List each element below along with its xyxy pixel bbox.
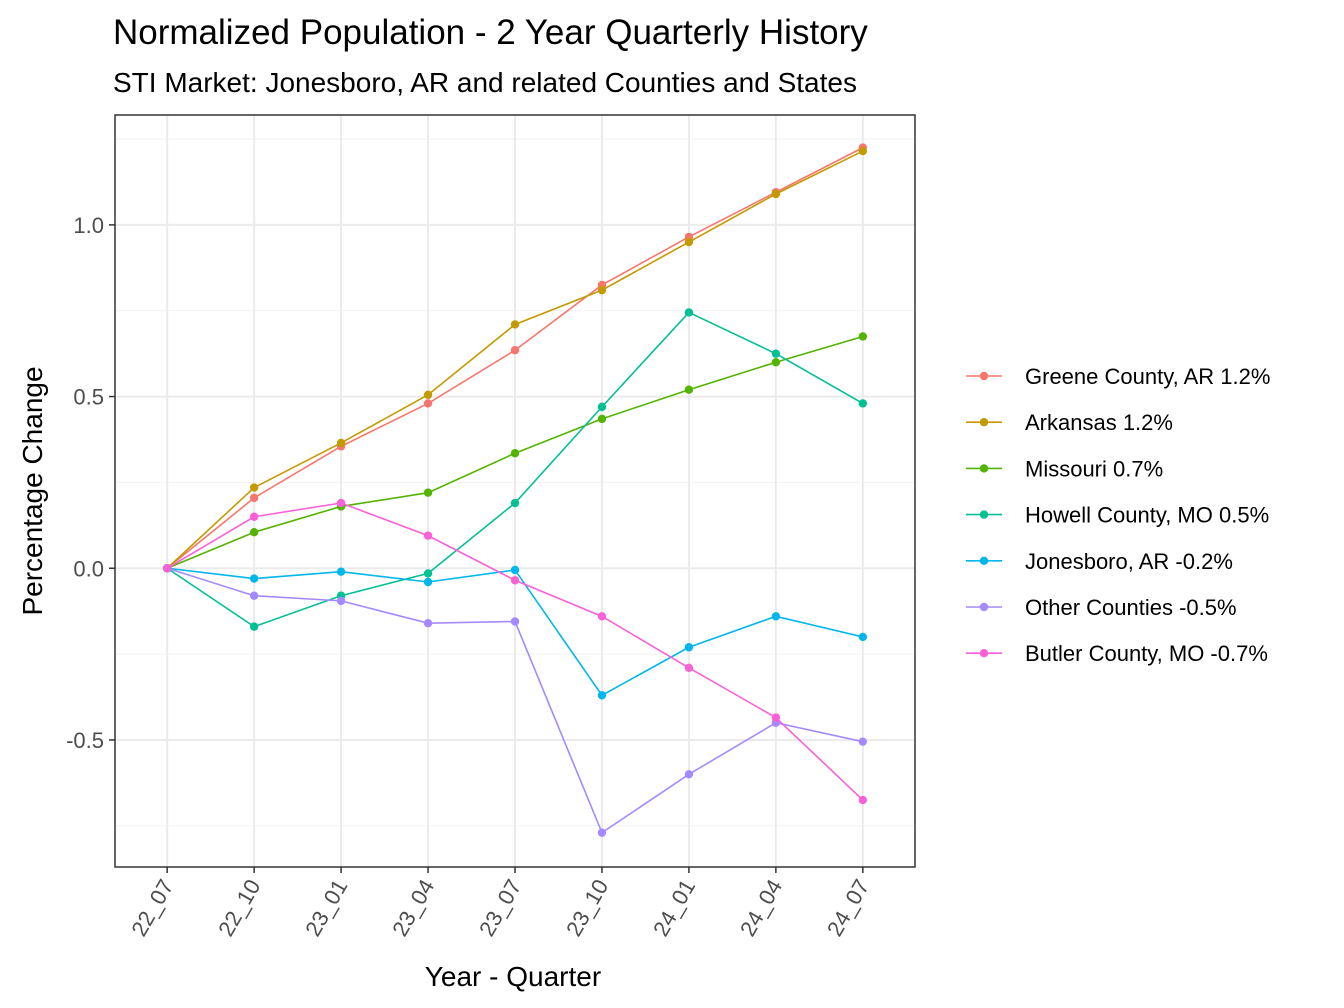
data-point	[249, 591, 259, 600]
data-point	[684, 770, 694, 779]
x-tick-label: 23_04	[387, 875, 439, 940]
data-point	[162, 564, 172, 573]
y-axis-title: Percentage Change	[17, 366, 48, 615]
data-point	[423, 399, 433, 408]
chart-title: Normalized Population - 2 Year Quarterly…	[113, 13, 868, 52]
data-point	[858, 795, 868, 805]
data-point	[510, 320, 520, 329]
data-point	[597, 402, 607, 412]
legend-item: Jonesboro, AR -0.2%	[966, 549, 1233, 574]
data-point	[423, 569, 433, 578]
legend-key-point	[979, 418, 989, 427]
data-point	[684, 308, 694, 317]
x-axis: 22_07 22_10 23_01 23_04 23_07 23_10 24_01 24_04…	[126, 867, 874, 940]
plot-panel	[114, 114, 916, 868]
data-point	[423, 531, 433, 540]
data-point	[249, 622, 259, 631]
data-point	[684, 385, 694, 394]
legend-label: Greene County, AR 1.2%	[1025, 364, 1270, 389]
y-tick-label: 1.0	[73, 213, 104, 238]
data-point	[858, 737, 868, 746]
data-point	[249, 483, 259, 492]
data-point	[423, 619, 433, 628]
data-point	[336, 567, 346, 576]
y-tick-label: 0.5	[73, 385, 104, 410]
x-tick-label: 23_10	[561, 875, 613, 940]
legend-item: Missouri 0.7%	[966, 456, 1163, 481]
legend-label: Jonesboro, AR -0.2%	[1025, 549, 1233, 574]
legend-item: Arkansas 1.2%	[966, 410, 1173, 435]
x-tick-label: 24_07	[822, 875, 874, 940]
x-tick-label: 24_01	[648, 875, 700, 940]
data-point	[771, 713, 781, 722]
data-point	[771, 358, 781, 367]
data-point	[423, 577, 433, 587]
legend-key-point	[979, 464, 989, 473]
legend-key-point	[979, 556, 989, 565]
data-point	[510, 449, 520, 458]
data-point	[423, 488, 433, 497]
data-point	[597, 285, 607, 295]
data-point	[858, 399, 868, 408]
data-point	[510, 346, 520, 355]
legend-key-point	[979, 649, 989, 658]
data-point	[423, 390, 433, 400]
data-point	[858, 146, 868, 156]
legend-key-point	[979, 371, 989, 381]
x-tick-label: 23_07	[474, 875, 526, 940]
data-point	[858, 332, 868, 341]
data-point	[771, 349, 781, 358]
series-layer	[162, 143, 868, 837]
data-point	[249, 493, 259, 503]
legend-item: Butler County, MO -0.7%	[966, 641, 1268, 666]
data-point	[684, 663, 694, 673]
data-point	[510, 498, 520, 508]
series-2	[162, 332, 868, 573]
data-point	[597, 612, 607, 621]
data-point	[249, 512, 259, 521]
data-point	[771, 612, 781, 621]
y-axis: -0.5 0.0 0.5 1.0	[66, 213, 115, 753]
x-tick-label: 22_07	[126, 875, 178, 940]
data-point	[249, 528, 259, 537]
legend-item: Other Counties -0.5%	[966, 595, 1237, 620]
legend-label: Other Counties -0.5%	[1025, 595, 1237, 620]
data-point	[597, 691, 607, 700]
chart-subtitle: STI Market: Jonesboro, AR and related Co…	[113, 67, 857, 98]
data-point	[858, 632, 868, 642]
data-point	[510, 617, 520, 626]
legend: Greene County, AR 1.2% Arkansas 1.2% Misso…	[966, 364, 1270, 666]
x-axis-title: Year - Quarter	[425, 961, 601, 992]
legend-label: Missouri 0.7%	[1025, 456, 1163, 481]
data-point	[336, 596, 346, 606]
data-point	[510, 565, 520, 575]
data-point	[597, 414, 607, 424]
data-point	[336, 438, 346, 448]
legend-key-point	[979, 602, 989, 612]
y-tick-label: -0.5	[66, 728, 104, 753]
data-point	[336, 498, 346, 508]
x-tick-label: 23_01	[300, 875, 352, 940]
data-point	[510, 576, 520, 585]
legend-key-point	[979, 510, 989, 519]
x-tick-label: 24_04	[735, 875, 787, 940]
data-point	[771, 189, 781, 199]
data-point	[597, 828, 607, 837]
legend-label: Butler County, MO -0.7%	[1025, 641, 1268, 666]
data-point	[249, 574, 259, 583]
y-tick-label: 0.0	[73, 556, 104, 581]
legend-item: Greene County, AR 1.2%	[966, 364, 1270, 389]
series-6	[162, 498, 868, 805]
data-point	[684, 643, 694, 652]
x-tick-label: 22_10	[213, 875, 265, 940]
legend-label: Howell County, MO 0.5%	[1025, 503, 1269, 528]
legend-label: Arkansas 1.2%	[1025, 410, 1173, 435]
data-point	[684, 237, 694, 247]
legend-item: Howell County, MO 0.5%	[966, 503, 1269, 528]
